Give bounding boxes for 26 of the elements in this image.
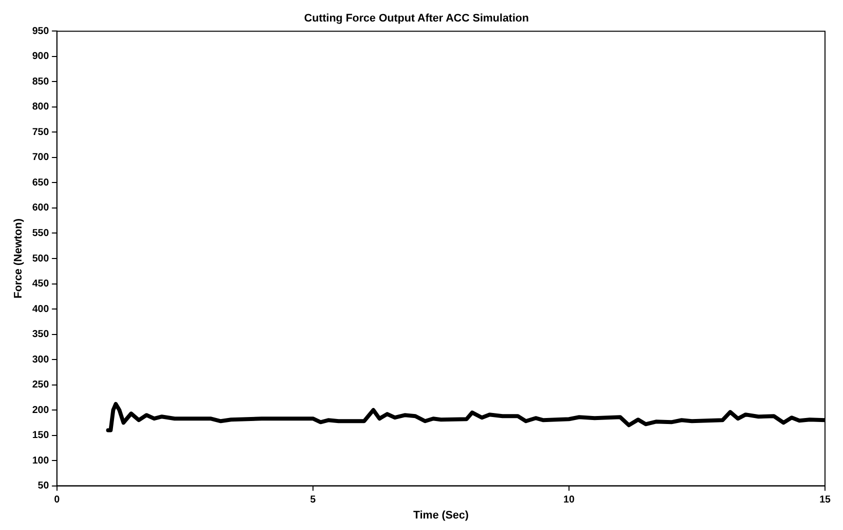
y-tick-label: 300	[32, 354, 50, 366]
x-tick-label: 15	[819, 494, 831, 506]
y-tick-label: 600	[32, 202, 50, 214]
y-tick-label: 500	[32, 253, 50, 264]
y-tick-label: 100	[32, 455, 50, 466]
y-tick-label: 250	[32, 380, 50, 391]
y-tick-label: 50	[38, 480, 50, 492]
x-tick-label: 0	[54, 494, 60, 506]
y-tick-label: 950	[32, 26, 50, 37]
y-tick-label: 450	[32, 278, 50, 290]
y-tick-label: 800	[32, 102, 50, 113]
y-axis-title: Force (Newton)	[12, 218, 25, 299]
y-tick-label: 750	[32, 126, 50, 138]
x-tick-label: 5	[310, 494, 316, 506]
y-tick-label: 900	[32, 51, 50, 62]
x-axis-title: Time (Sec)	[413, 509, 469, 522]
x-tick-label: 10	[563, 494, 575, 506]
y-tick-label: 200	[32, 404, 50, 416]
y-tick-label: 400	[32, 304, 50, 315]
y-tick-label: 650	[32, 177, 50, 188]
y-tick-label: 350	[32, 329, 50, 340]
y-tick-label: 150	[32, 430, 50, 442]
y-tick-label: 550	[32, 228, 50, 239]
y-tick-label: 700	[32, 152, 50, 164]
y-tick-label: 850	[32, 76, 50, 88]
chart-title: Cutting Force Output After ACC Simulation	[304, 12, 530, 25]
